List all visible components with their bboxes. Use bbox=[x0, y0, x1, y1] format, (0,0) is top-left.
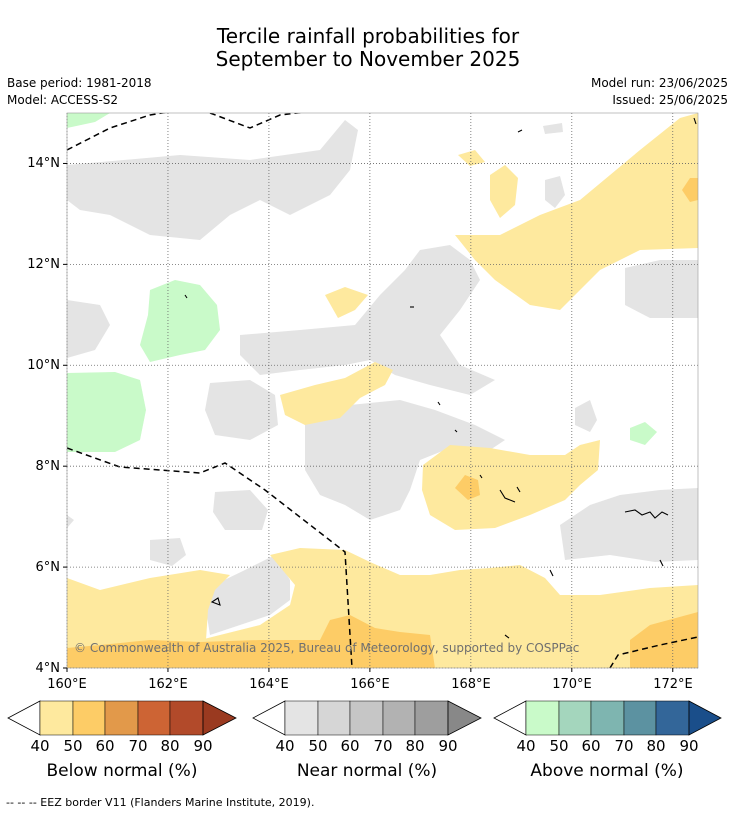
colorbar-tick-label: 60 bbox=[95, 737, 114, 755]
island-outlines bbox=[184, 117, 697, 639]
colorbar-swatch bbox=[382, 700, 416, 736]
colorbar-title-near: Near normal (%) bbox=[296, 761, 438, 781]
colorbar-title-below: Below normal (%) bbox=[46, 761, 198, 781]
colorbar-above-normal bbox=[493, 700, 722, 736]
colorbar-arrow-right bbox=[688, 700, 722, 736]
colorbar-swatch bbox=[558, 700, 592, 736]
below-normal-50-regions bbox=[67, 113, 698, 668]
colorbar-near-normal bbox=[252, 700, 482, 736]
map-frame bbox=[66, 112, 699, 669]
colorbar-swatch bbox=[72, 700, 106, 736]
colorbar-tick-label: 70 bbox=[373, 737, 392, 755]
y-tick-label: 8°N bbox=[36, 459, 61, 474]
colorbar-swatch bbox=[169, 700, 204, 736]
colorbar-arrow-left bbox=[252, 700, 286, 736]
colorbar-swatch bbox=[284, 700, 319, 736]
colorbar-below-normal bbox=[7, 700, 237, 736]
below-normal-60-regions bbox=[67, 178, 698, 668]
colorbar-tick-label: 70 bbox=[128, 737, 147, 755]
colorbar-tick-label: 40 bbox=[275, 737, 294, 755]
colorbar-tick-label: 70 bbox=[614, 737, 633, 755]
colorbar-swatch bbox=[349, 700, 384, 736]
colorbar-tick-label: 90 bbox=[679, 737, 698, 755]
colorbar-tick-label: 80 bbox=[160, 737, 179, 755]
colorbar-swatch bbox=[39, 700, 74, 736]
model-name: Model: ACCESS-S2 bbox=[7, 93, 119, 107]
model-run: Model run: 23/06/2025 bbox=[590, 76, 728, 90]
map-title-line2: September to November 2025 bbox=[215, 47, 521, 71]
issued-date: Issued: 25/06/2025 bbox=[612, 93, 728, 107]
colorbar-swatch bbox=[525, 700, 560, 736]
colorbar-arrow-right bbox=[202, 700, 237, 736]
colorbar-swatch bbox=[317, 700, 351, 736]
colorbar-arrow-right bbox=[447, 700, 482, 736]
colorbar-tick-label: 50 bbox=[308, 737, 327, 755]
colorbar-title-above: Above normal (%) bbox=[530, 761, 684, 781]
colorbar-tick-label: 90 bbox=[193, 737, 212, 755]
copyright-notice: © Commonwealth of Australia 2025, Bureau… bbox=[74, 641, 580, 655]
colorbar-tick-label: 80 bbox=[405, 737, 424, 755]
colorbar-tick-label: 60 bbox=[581, 737, 600, 755]
colorbar-tick-label: 90 bbox=[438, 737, 457, 755]
colorbar-tick-label: 40 bbox=[516, 737, 535, 755]
y-tick-label: 6°N bbox=[36, 560, 61, 575]
legend-colorbars bbox=[7, 700, 722, 736]
x-tick-label: 162°E bbox=[148, 677, 188, 692]
y-tick-label: 12°N bbox=[27, 257, 60, 272]
colorbar-tick-label: 50 bbox=[63, 737, 82, 755]
x-tick-label: 160°E bbox=[47, 677, 87, 692]
eez-footnote: -- -- -- EEZ border V11 (Flanders Marine… bbox=[6, 796, 315, 809]
colorbar-swatch bbox=[104, 700, 139, 736]
x-tick-label: 170°E bbox=[552, 677, 592, 692]
colorbar-tick-label: 60 bbox=[340, 737, 359, 755]
colorbar-tick-label: 50 bbox=[549, 737, 568, 755]
colorbar-tick-label: 40 bbox=[30, 737, 49, 755]
x-tick-label: 168°E bbox=[451, 677, 491, 692]
colorbar-swatch bbox=[623, 700, 657, 736]
x-tick-label: 166°E bbox=[350, 677, 390, 692]
colorbar-tick-label: 80 bbox=[646, 737, 665, 755]
colorbar-swatch bbox=[414, 700, 449, 736]
x-tick-label: 164°E bbox=[249, 677, 289, 692]
colorbar-swatch bbox=[655, 700, 690, 736]
above-normal-regions bbox=[67, 113, 657, 452]
map-title-line1: Tercile rainfall probabilities for bbox=[216, 24, 520, 48]
y-tick-label: 10°N bbox=[27, 358, 60, 373]
x-tick-label: 172°E bbox=[653, 677, 693, 692]
y-tick-label: 4°N bbox=[36, 661, 61, 676]
colorbar-swatch bbox=[137, 700, 171, 736]
map-plot-area bbox=[67, 113, 698, 668]
base-period: Base period: 1981-2018 bbox=[7, 76, 152, 90]
colorbar-arrow-left bbox=[493, 700, 527, 736]
y-tick-label: 14°N bbox=[27, 156, 60, 171]
eez-borders bbox=[67, 113, 698, 668]
colorbar-arrow-left bbox=[7, 700, 41, 736]
map-axis-ticks bbox=[63, 162, 674, 672]
colorbar-swatch bbox=[590, 700, 625, 736]
